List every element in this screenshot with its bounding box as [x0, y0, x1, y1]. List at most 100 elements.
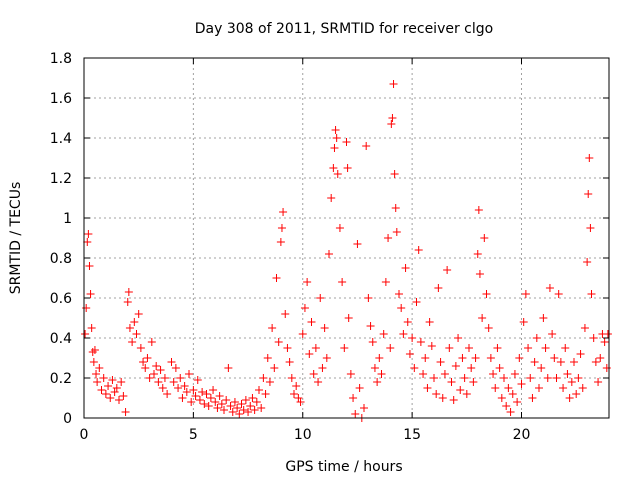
- data-point: [106, 394, 115, 402]
- data-point: [419, 370, 428, 378]
- data-point: [600, 338, 609, 346]
- data-point: [307, 318, 316, 326]
- data-point: [602, 364, 611, 372]
- data-point: [502, 402, 511, 410]
- data-point: [436, 358, 445, 366]
- data-point: [93, 378, 102, 386]
- data-point: [318, 364, 327, 372]
- data-point: [132, 330, 141, 338]
- data-point: [351, 410, 360, 418]
- data-point: [589, 334, 598, 342]
- data-point: [458, 354, 467, 362]
- data-point: [395, 290, 403, 298]
- data-point: [283, 344, 292, 352]
- data-point: [85, 262, 94, 270]
- y-tick-label: 1: [63, 211, 72, 227]
- data-point: [397, 304, 406, 312]
- data-point: [362, 142, 371, 150]
- data-point: [90, 346, 99, 354]
- data-point: [128, 338, 137, 346]
- data-point: [322, 354, 331, 362]
- data-point: [217, 400, 226, 408]
- data-point: [440, 370, 449, 378]
- data-point: [123, 298, 132, 306]
- data-point: [287, 374, 296, 382]
- data-point: [272, 274, 281, 282]
- data-point: [408, 334, 417, 342]
- data-point: [101, 390, 110, 398]
- x-axis-ticks: 0 5 10 15 20: [80, 58, 531, 443]
- x-tick-label: 0: [80, 427, 89, 443]
- data-point: [224, 364, 233, 372]
- data-point: [449, 396, 458, 404]
- data-point: [83, 238, 92, 246]
- data-point: [277, 224, 286, 232]
- data-point: [565, 394, 574, 402]
- data-point: [349, 394, 358, 402]
- data-point: [314, 378, 323, 386]
- data-point: [281, 310, 290, 318]
- data-point: [495, 364, 504, 372]
- data-point: [388, 114, 397, 122]
- data-point: [532, 334, 541, 342]
- data-point: [484, 324, 493, 332]
- data-point: [475, 270, 484, 278]
- data-point: [454, 334, 463, 342]
- data-point: [480, 234, 489, 242]
- data-point: [134, 310, 143, 318]
- data-point: [296, 398, 305, 406]
- data-point: [460, 374, 469, 382]
- data-point: [193, 376, 202, 384]
- data-point: [430, 374, 438, 382]
- data-point: [95, 364, 104, 372]
- data-point: [338, 278, 347, 286]
- data-point: [373, 378, 382, 386]
- data-points: [81, 80, 612, 422]
- data-point: [263, 354, 272, 362]
- data-point: [521, 290, 530, 298]
- y-tick-label: 1.6: [50, 91, 72, 107]
- data-point: [257, 404, 266, 412]
- data-point: [204, 402, 213, 410]
- data-point: [603, 330, 612, 338]
- data-point: [143, 354, 152, 362]
- data-point: [346, 370, 355, 378]
- data-point: [246, 402, 255, 410]
- data-point: [209, 386, 218, 394]
- data-point: [202, 390, 211, 398]
- data-point: [425, 318, 434, 326]
- data-point: [292, 382, 301, 390]
- data-point: [574, 374, 583, 382]
- data-point: [414, 246, 423, 254]
- x-tick-label: 15: [403, 427, 421, 443]
- data-point: [206, 394, 215, 402]
- data-point: [81, 330, 90, 338]
- data-point: [423, 384, 432, 392]
- data-point: [88, 348, 97, 356]
- data-point: [87, 324, 96, 332]
- data-point: [187, 398, 196, 406]
- data-point: [89, 358, 98, 366]
- data-point: [261, 390, 270, 398]
- data-point: [167, 358, 176, 366]
- y-axis-ticks: 0 0.2 0.4 0.6 0.8 1 1.2 1.4 1.6 1.8: [50, 51, 609, 427]
- data-point: [375, 354, 384, 362]
- data-point: [548, 330, 557, 338]
- data-point: [421, 354, 430, 362]
- data-point: [145, 374, 154, 382]
- x-tick-label: 20: [513, 427, 531, 443]
- data-point: [82, 304, 91, 312]
- plot-frame: [83, 57, 610, 419]
- data-point: [330, 144, 339, 152]
- data-point: [410, 364, 419, 372]
- data-point: [110, 388, 119, 396]
- data-point: [117, 378, 126, 386]
- data-point: [504, 384, 513, 392]
- y-tick-label: 0: [63, 411, 72, 427]
- data-point: [237, 400, 246, 408]
- data-point: [587, 290, 596, 298]
- data-point: [517, 380, 526, 388]
- data-point: [353, 240, 362, 248]
- data-point: [370, 364, 379, 372]
